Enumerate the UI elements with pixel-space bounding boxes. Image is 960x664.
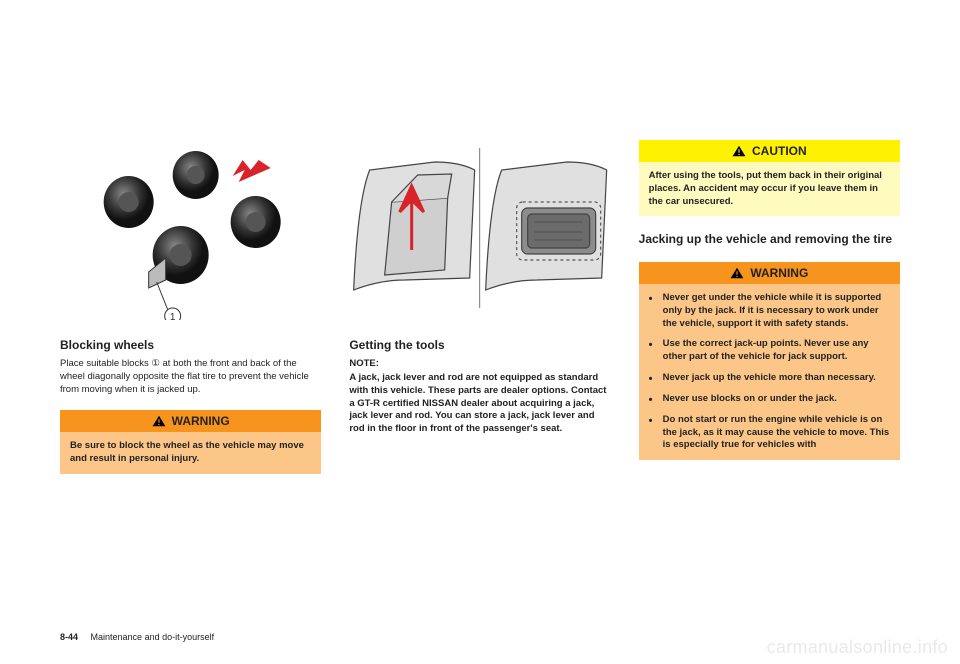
jacking-section-heading: Jacking up the vehicle and removing the …	[639, 232, 900, 248]
warning-body: Be sure to block the wheel as the vehicl…	[60, 432, 321, 474]
page-number: 8-44	[60, 632, 78, 642]
page-footer: 8-44 Maintenance and do-it-yourself	[60, 632, 214, 642]
note-label: NOTE:	[349, 358, 610, 369]
caution-tools: CAUTION After using the tools, put them …	[639, 140, 900, 216]
warning-icon	[152, 415, 166, 427]
warning-jacking: WARNING Never get under the vehicle whil…	[639, 262, 900, 460]
page: 1 Blocking wheels Place suitable blocks …	[0, 0, 960, 514]
caution-label: CAUTION	[752, 144, 807, 158]
column-3: CAUTION After using the tools, put them …	[639, 140, 900, 484]
column-1: 1 Blocking wheels Place suitable blocks …	[60, 140, 321, 484]
warning-item: Do not start or run the engine while veh…	[649, 414, 890, 452]
warning-item: Never jack up the vehicle more than nece…	[649, 372, 890, 385]
column-2: Getting the tools NOTE: A jack, jack lev…	[349, 140, 610, 484]
warning-item: Never use blocks on or under the jack.	[649, 393, 890, 406]
getting-tools-heading: Getting the tools	[349, 338, 610, 352]
warning-head: WARNING	[60, 410, 321, 432]
tools-illustration	[349, 140, 610, 320]
caution-icon	[732, 145, 746, 157]
svg-text:1: 1	[170, 312, 176, 320]
warning-label: WARNING	[172, 414, 230, 428]
note-body: A jack, jack lever and rod are not equip…	[349, 372, 610, 436]
warning-item: Use the correct jack-up points. Never us…	[649, 338, 890, 364]
warning-list: Never get under the vehicle while it is …	[649, 292, 890, 452]
caution-head: CAUTION	[639, 140, 900, 162]
blocking-wheels-body: Place suitable blocks ① at both the fron…	[60, 358, 321, 396]
watermark: carmanualsonline.info	[767, 637, 948, 658]
warning-block-wheel: WARNING Be sure to block the wheel as th…	[60, 410, 321, 474]
warning-body-2: Never get under the vehicle while it is …	[639, 284, 900, 460]
warning-item: Never get under the vehicle while it is …	[649, 292, 890, 330]
blocking-wheels-illustration: 1	[60, 140, 321, 320]
blocking-wheels-heading: Blocking wheels	[60, 338, 321, 352]
warning-head-2: WARNING	[639, 262, 900, 284]
caution-body: After using the tools, put them back in …	[639, 162, 900, 216]
warning-icon	[730, 267, 744, 279]
warning-label-2: WARNING	[750, 266, 808, 280]
section-title: Maintenance and do-it-yourself	[91, 632, 215, 642]
